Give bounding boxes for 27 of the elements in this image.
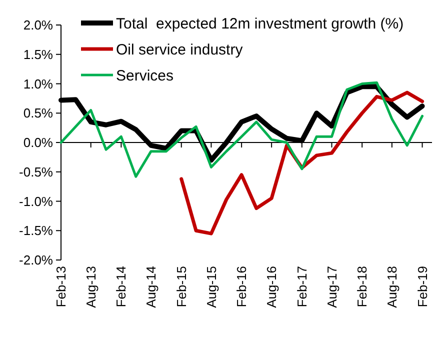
y-tick-label: 0.5% [23, 106, 54, 121]
x-tick-label: Aug-17 [324, 266, 340, 308]
x-tick-label: Aug-16 [264, 266, 280, 308]
line-series [180, 90, 424, 236]
x-tick-label: Aug-15 [204, 266, 219, 308]
y-tick-label: 1.0% [23, 76, 54, 92]
x-tick-label: Feb-17 [294, 266, 310, 308]
y-tick-label: -0.5% [19, 164, 54, 180]
x-tick-label: Aug-18 [384, 266, 400, 308]
x-tick-label: Feb-13 [54, 266, 69, 308]
y-tick-label: 2.0% [23, 18, 54, 33]
legend-label: Services [116, 67, 174, 84]
y-tick-label: -1.5% [19, 223, 54, 238]
legend-label: Oil service industry [116, 41, 244, 58]
x-tick-label: Feb-18 [354, 266, 370, 308]
y-tick-label: 1.5% [23, 46, 54, 62]
x-tick-label: Feb-19 [414, 266, 430, 308]
x-tick-label: Feb-16 [234, 266, 250, 308]
x-tick-label: Aug-14 [144, 266, 159, 308]
line-series [60, 81, 424, 178]
y-tick-label: 0.0% [23, 135, 54, 150]
y-tick-label: -1.0% [19, 194, 54, 209]
legend-label: Total expected 12m investment growth (%) [116, 15, 404, 32]
y-tick-label: -2.0% [19, 252, 54, 268]
x-tick-label: Feb-14 [114, 266, 129, 308]
x-tick-label: Aug-13 [83, 266, 98, 308]
x-tick-label: Feb-15 [174, 266, 189, 308]
